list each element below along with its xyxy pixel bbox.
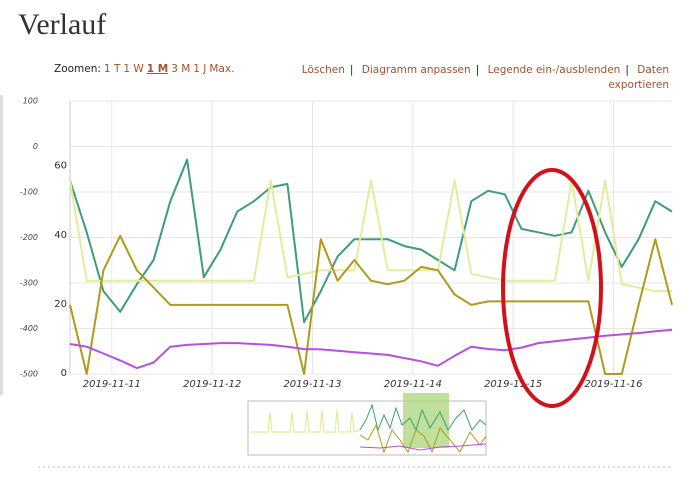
x-tick-label: 2019-11-16: [584, 379, 642, 390]
y-tick-label: 0: [33, 142, 38, 151]
highlight-circle: [501, 168, 603, 408]
x-tick-label: 2019-11-11: [83, 379, 141, 390]
y-tick-label: -400: [20, 324, 38, 333]
action-link[interactable]: Legende ein-/ausblenden: [487, 64, 621, 76]
edge-bar: [0, 95, 3, 395]
navigator-window: [403, 393, 449, 448]
separator: |: [349, 64, 354, 76]
action-link[interactable]: Daten exportieren: [608, 64, 669, 91]
y2-tick-label: 40: [54, 230, 67, 241]
y-tick-label: -500: [20, 370, 38, 379]
zoom-option[interactable]: 1 T: [103, 63, 121, 75]
navigator: [247, 393, 487, 456]
separator: |: [625, 64, 629, 76]
x-tick-label: 2019-11-12: [183, 379, 241, 390]
action-link[interactable]: Löschen: [301, 64, 345, 76]
zoom-label: Zoomen:: [54, 63, 101, 75]
series-line: [69, 158, 673, 324]
zoom-option[interactable]: 1 W: [123, 63, 144, 75]
y2-tick-label: 60: [54, 161, 67, 172]
action-link[interactable]: Diagramm anpassen: [361, 64, 471, 76]
zoom-option[interactable]: 1 J: [193, 63, 207, 75]
zoom-option[interactable]: 1 M: [146, 63, 169, 75]
zoom-option[interactable]: Max.: [209, 63, 235, 75]
y-tick-label: -300: [20, 279, 38, 288]
navigator-line: [359, 443, 487, 451]
y-tick-label: -200: [20, 233, 38, 242]
separator: |: [475, 64, 480, 76]
y-tick-label: -100: [20, 188, 38, 197]
navigator-line: [250, 409, 361, 433]
action-bar: Löschen | Diagramm anpassen | Legende ein-…: [300, 63, 669, 93]
series-line: [69, 234, 673, 375]
navigator-line: [359, 423, 487, 454]
zoom-option[interactable]: 3 M: [171, 63, 191, 75]
x-tick-label: 2019-11-13: [283, 379, 341, 390]
x-tick-label: 2019-11-14: [384, 379, 442, 390]
y-tick-label: 100: [23, 97, 38, 106]
y2-tick-label: 20: [54, 299, 67, 310]
series-line: [69, 328, 673, 370]
x-tick-label: 2019-11-15: [484, 379, 542, 390]
page-title: Verlauf: [18, 8, 107, 41]
y2-tick-label: 0: [61, 368, 67, 379]
